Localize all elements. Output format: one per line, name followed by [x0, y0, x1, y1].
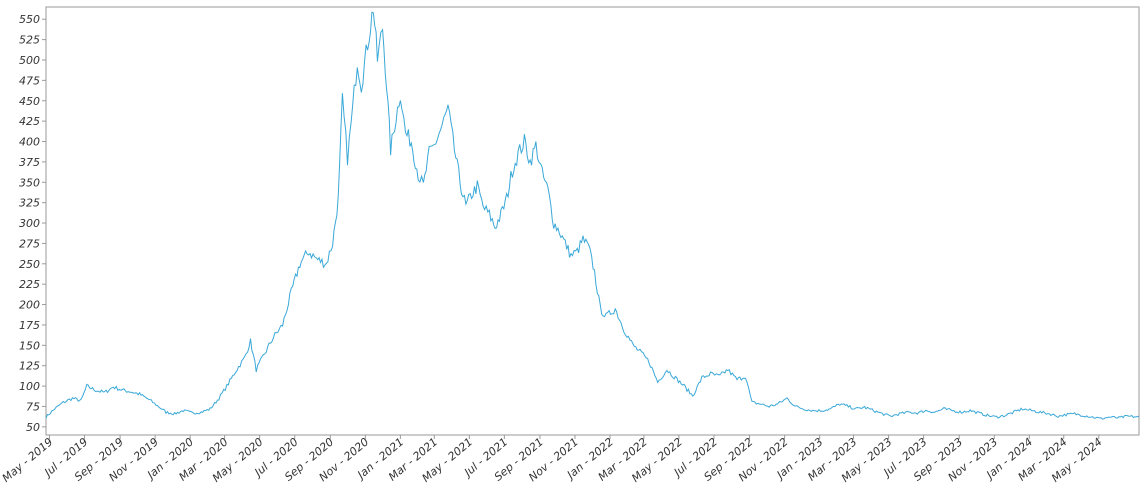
y-tick-label: 475	[19, 74, 40, 87]
y-tick-label: 525	[19, 34, 40, 47]
y-tick-label: 100	[19, 380, 40, 393]
y-tick-label: 550	[19, 13, 40, 26]
y-tick-label: 175	[19, 319, 40, 332]
y-tick-label: 125	[19, 360, 40, 373]
y-tick-label: 450	[19, 95, 40, 108]
y-tick-label: 75	[26, 400, 40, 413]
y-tick-label: 375	[19, 156, 40, 169]
y-axis-ticks: 50 75 100 125 150 175 200 225 250 275 300 325 350 375…	[19, 13, 46, 434]
y-tick-label: 300	[19, 217, 40, 230]
y-tick-label: 150	[19, 339, 40, 352]
y-tick-label: 500	[19, 54, 40, 67]
y-tick-label: 400	[19, 136, 40, 149]
plot-frame	[45, 6, 1140, 436]
y-tick-label: 275	[19, 237, 40, 250]
x-tick-label: May - 2019	[0, 435, 55, 485]
y-tick-label: 225	[19, 278, 40, 291]
y-tick-label: 50	[26, 421, 40, 434]
y-tick-label: 250	[19, 258, 40, 271]
y-tick-label: 350	[19, 176, 40, 189]
series-layer	[45, 11, 1140, 420]
y-tick-label: 425	[19, 115, 40, 128]
y-tick-label: 200	[19, 299, 40, 312]
price-series-line	[45, 11, 1140, 420]
y-tick-label: 325	[19, 197, 40, 210]
